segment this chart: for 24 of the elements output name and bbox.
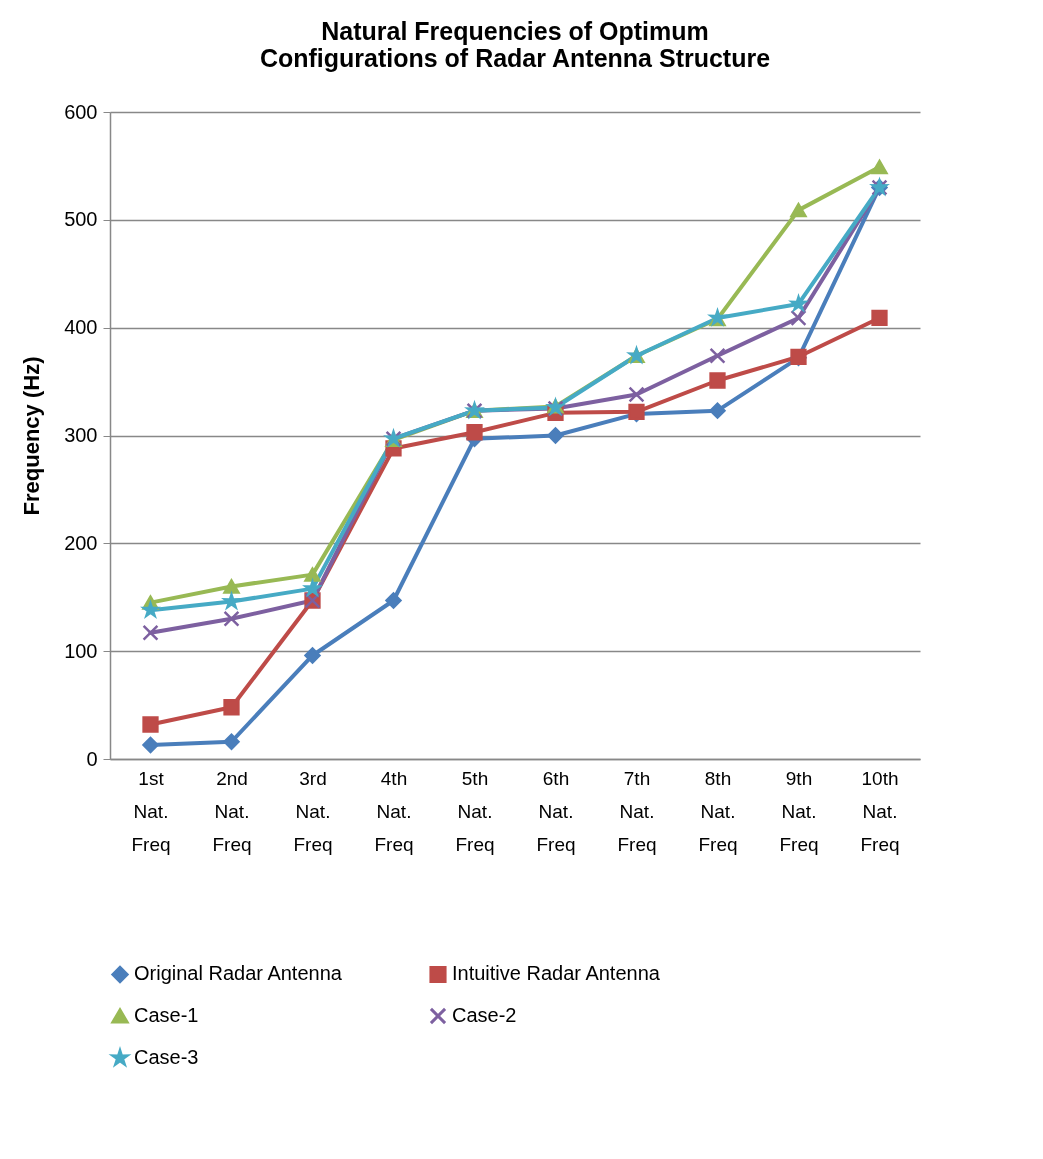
legend-label: Original Radar Antenna: [134, 962, 343, 985]
legend-label: Case-3: [134, 1046, 199, 1068]
y-tick-label: 500: [64, 208, 98, 231]
chart-title: Natural Frequencies of Optimum Configurations of Radar Antenna Structure: [259, 17, 771, 72]
x-tick-label: 10th Nat. Freq: [860, 767, 900, 855]
x-tick-label: 2nd Nat. Freq: [212, 767, 252, 855]
y-tick-label: 200: [64, 531, 98, 554]
x-tick-label: 7th Nat. Freq: [617, 767, 657, 855]
x-tick-label: 5th Nat. Freq: [455, 767, 495, 855]
y-tick-label: 100: [64, 639, 98, 662]
legend-label: Case-2: [452, 1004, 517, 1026]
x-tick-label: 6th Nat. Freq: [536, 767, 576, 855]
x-tick-label: 1st Nat. Freq: [131, 767, 171, 855]
y-tick-label: 0: [86, 747, 98, 770]
legend-label: Case-1: [134, 1004, 199, 1026]
x-tick-label: 4th Nat. Freq: [374, 767, 414, 855]
x-tick-label: 9th Nat. Freq: [779, 767, 819, 855]
x-tick-label: 3rd Nat. Freq: [293, 767, 333, 855]
y-axis-title: Frequency (Hz): [19, 356, 45, 516]
legend-label: Intuitive Radar Antenna: [452, 962, 661, 985]
x-tick-label: 8th Nat. Freq: [698, 767, 738, 855]
y-tick-label: 400: [64, 316, 98, 339]
y-tick-label: 600: [64, 100, 98, 123]
y-tick-label: 300: [64, 424, 98, 446]
